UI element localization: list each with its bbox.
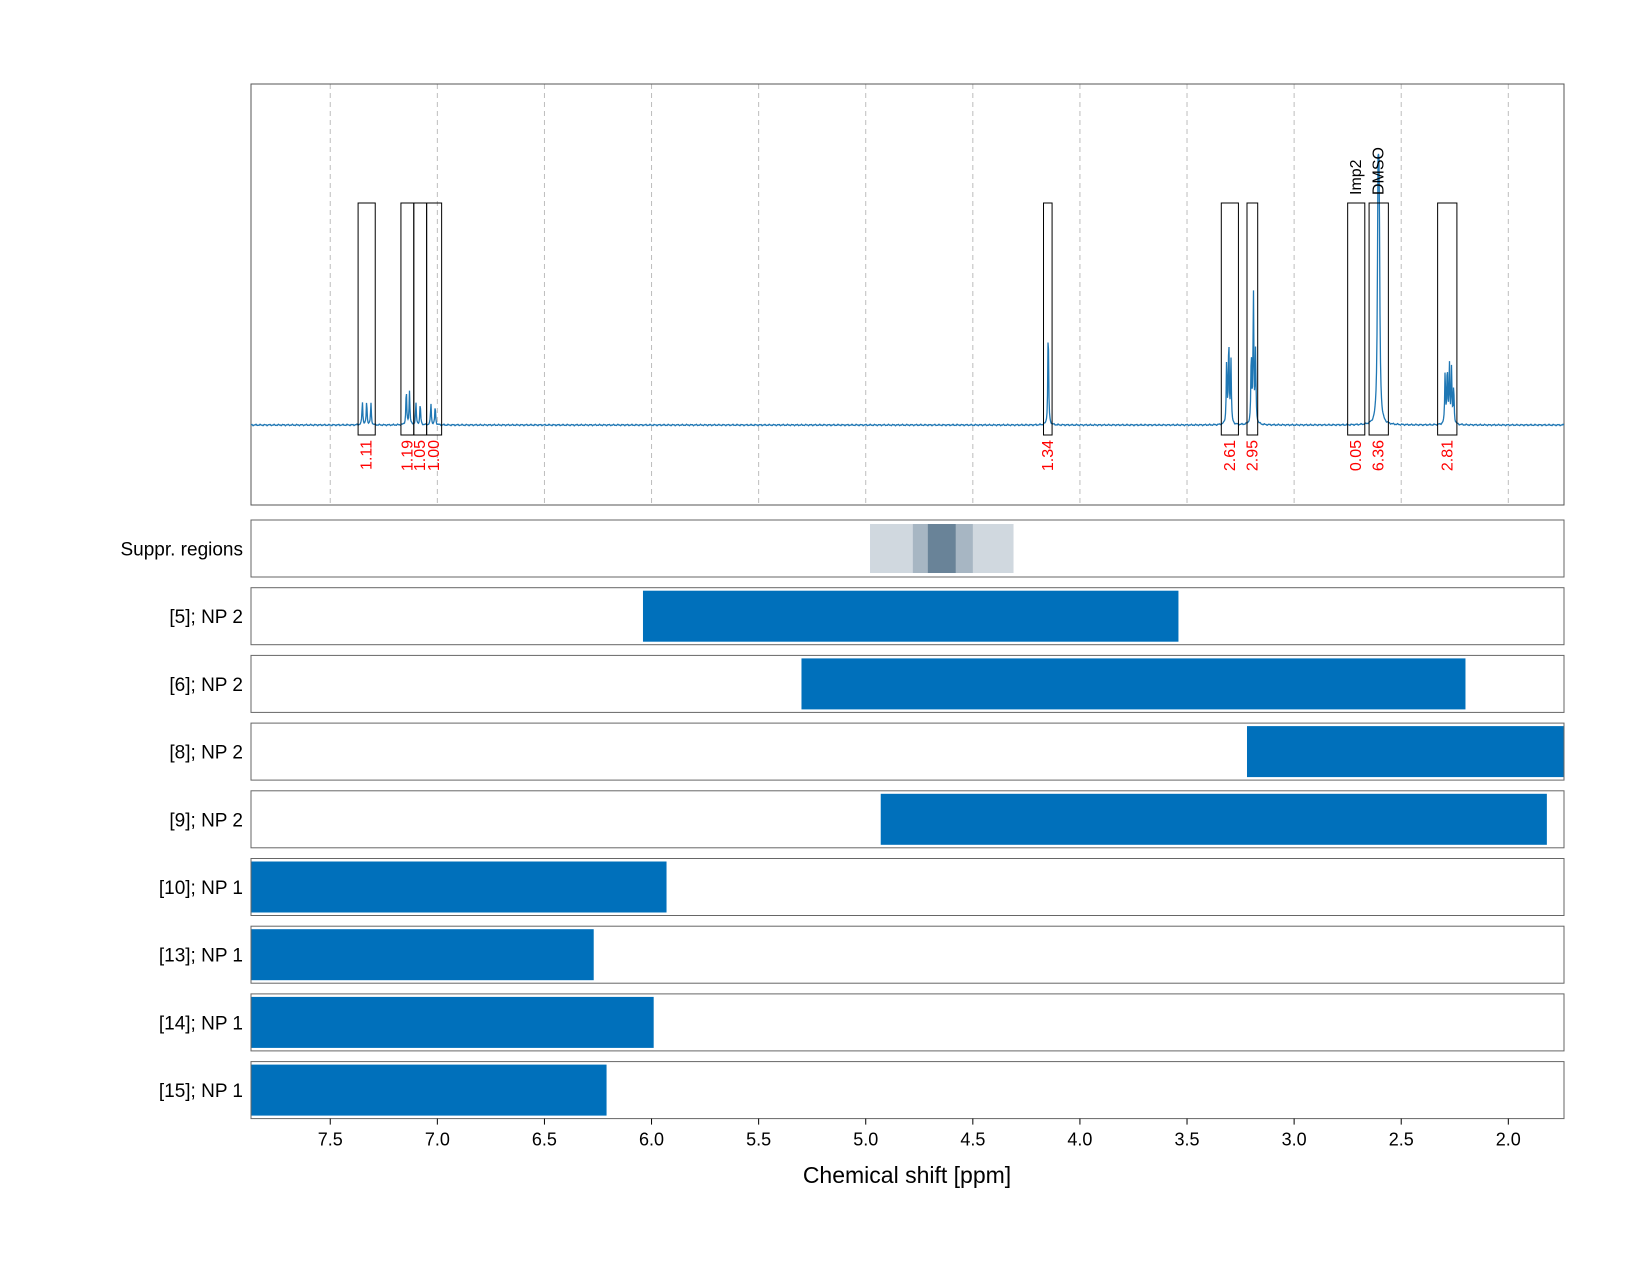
row-label: [6]; NP 2 <box>169 675 243 696</box>
integral-box <box>1368 202 1389 436</box>
integral-value-label: 2.81 <box>1439 440 1456 471</box>
x-tick-label: 4.5 <box>960 1130 985 1150</box>
x-tick-label: 5.0 <box>853 1130 878 1150</box>
bar-row: Suppr. regions <box>120 519 1565 578</box>
integral-box <box>1437 202 1458 436</box>
bar-panels: Suppr. regions [5]; NP 2 [6]; NP 2 [8]; NP … <box>120 519 1565 1120</box>
integral-value-label: 1.34 <box>1040 440 1057 471</box>
row-bar <box>251 929 594 981</box>
row-bar <box>801 658 1466 710</box>
row-frame <box>250 993 1565 1052</box>
integral-value-label: 1.11 <box>359 440 376 470</box>
bar-row: [6]; NP 2 <box>169 654 1565 713</box>
integral-box <box>426 202 443 436</box>
peak-name-label: Imp2 <box>1348 159 1365 195</box>
x-tick-label: 3.5 <box>1175 1130 1200 1150</box>
row-label: [14]; NP 1 <box>159 1013 243 1034</box>
integral-value-label: 0.05 <box>1348 440 1365 471</box>
row-label: [10]; NP 1 <box>159 878 243 899</box>
integral-value-label: 1.05 <box>412 440 429 471</box>
row-bar <box>251 1064 607 1116</box>
integral-regions: 1.11 1.191.051.00 1.34 2.61 2.95 0.05 Imp2 6.36… <box>357 147 1458 471</box>
bar-row: [13]; NP 1 <box>159 925 1565 984</box>
integral-value-label: 6.36 <box>1371 440 1388 471</box>
row-frame <box>250 858 1565 916</box>
row-bar <box>251 996 654 1048</box>
x-tick-label: 7.5 <box>318 1130 343 1150</box>
x-tick-label: 2.0 <box>1496 1130 1521 1150</box>
row-label: [5]; NP 2 <box>169 607 243 628</box>
row-bar <box>251 861 667 913</box>
row-label: [8]; NP 2 <box>169 743 243 764</box>
integral-box <box>357 202 376 436</box>
spectrum-line <box>251 153 1564 427</box>
row-label: [9]; NP 2 <box>169 810 243 831</box>
suppression-region <box>927 524 956 573</box>
spectrum-panel-frame <box>250 83 1565 506</box>
x-tick-label: 4.0 <box>1067 1130 1092 1150</box>
x-tick-label: 3.0 <box>1282 1130 1307 1150</box>
bar-row: [15]; NP 1 <box>159 1061 1565 1120</box>
row-bar <box>880 793 1547 845</box>
x-axis: Chemical shift [ppm] 7.5 7.0 6.5 6.0 5.5 5.0 4… <box>318 1118 1521 1188</box>
row-frame <box>250 790 1565 849</box>
row-frame <box>250 654 1565 713</box>
bar-row: [14]; NP 1 <box>159 993 1565 1052</box>
integral-value-label: 1.19 <box>399 440 416 471</box>
integral-box <box>413 202 428 436</box>
row-label: [13]; NP 1 <box>159 946 243 967</box>
integral-value-label: 2.95 <box>1244 440 1261 471</box>
row-frame <box>250 587 1565 646</box>
x-tick-label: 2.5 <box>1389 1130 1414 1150</box>
integral-value-label: 1.00 <box>426 440 443 471</box>
integral-box <box>1347 202 1366 436</box>
integral-box <box>1220 202 1239 436</box>
row-bar <box>1246 726 1564 778</box>
peak-name-label: DMSO <box>1371 147 1388 195</box>
bar-row: [5]; NP 2 <box>169 587 1565 646</box>
spectrum-panel <box>251 153 1564 427</box>
row-bar <box>642 590 1179 642</box>
row-frame <box>250 925 1565 984</box>
integral-box <box>1246 202 1259 436</box>
x-tick-label: 7.0 <box>425 1130 450 1150</box>
row-frame <box>250 722 1565 781</box>
x-tick-label: 6.0 <box>639 1130 664 1150</box>
x-tick-label: 6.5 <box>532 1130 557 1150</box>
integral-value-label: 2.61 <box>1222 440 1239 471</box>
x-axis-label: Chemical shift [ppm] <box>803 1162 1011 1188</box>
grid-lines <box>329 84 1509 505</box>
bar-row: [10]; NP 1 <box>159 858 1565 916</box>
row-label: [15]; NP 1 <box>159 1081 243 1102</box>
row-frame <box>250 519 1565 578</box>
row-frame <box>250 1061 1565 1120</box>
x-tick-label: 5.5 <box>746 1130 771 1150</box>
bar-row: [8]; NP 2 <box>169 722 1565 781</box>
row-label: Suppr. regions <box>120 540 243 561</box>
integral-box <box>1043 202 1053 436</box>
bar-row: [9]; NP 2 <box>169 790 1565 849</box>
integral-box <box>400 202 415 436</box>
